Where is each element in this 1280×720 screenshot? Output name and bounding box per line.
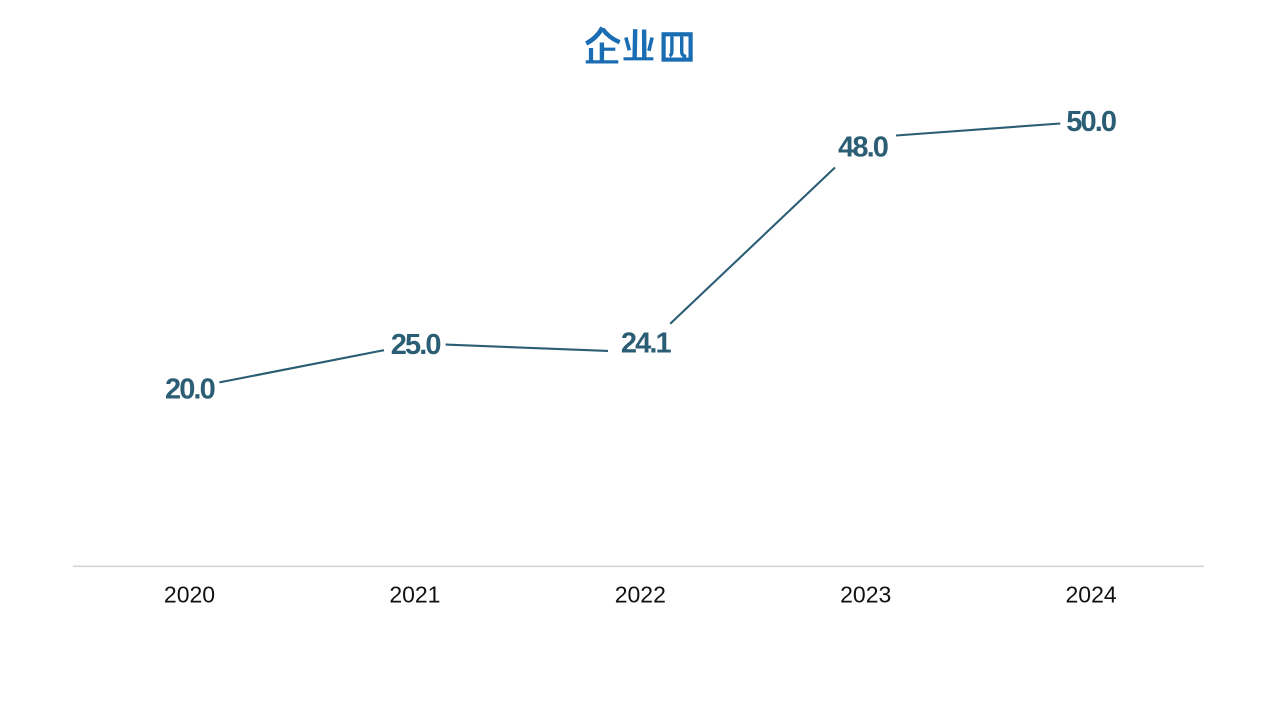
svg-text:2021: 2021 — [389, 581, 440, 607]
svg-text:25.0: 25.0 — [391, 329, 441, 361]
svg-text:24.1: 24.1 — [621, 327, 672, 359]
svg-text:2024: 2024 — [1066, 581, 1117, 607]
svg-text:50.0: 50.0 — [1066, 106, 1116, 138]
svg-text:2022: 2022 — [615, 581, 666, 607]
svg-text:2023: 2023 — [840, 581, 891, 607]
svg-text:20.0: 20.0 — [165, 373, 215, 405]
svg-text:2020: 2020 — [164, 581, 215, 607]
svg-text:48.0: 48.0 — [838, 131, 888, 163]
